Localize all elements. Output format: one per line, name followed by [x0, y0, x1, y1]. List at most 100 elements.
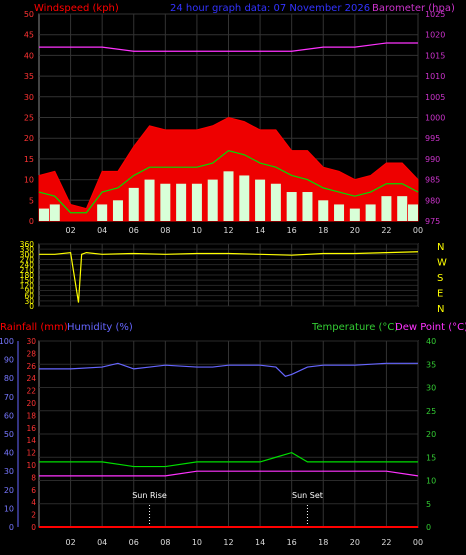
x-tick-label: 14 — [255, 226, 265, 235]
speed-bar — [381, 196, 392, 221]
x-tick-label: 00 — [413, 538, 423, 547]
temperature-series — [39, 451, 418, 468]
direction-tick-label: 120 — [20, 281, 35, 290]
temperature-tick-label: 10 — [426, 477, 436, 486]
direction-tick-label: 150 — [20, 276, 35, 285]
humidity-tick-label: 70 — [4, 393, 14, 402]
speed-bar — [39, 208, 49, 221]
x-tick-label: 22 — [381, 538, 391, 547]
rain-tick-label: 6 — [31, 486, 36, 495]
humidity-tick-label: 60 — [4, 411, 14, 420]
x-tick-label: 14 — [255, 538, 265, 547]
chart-title: 24 hour graph data: 07 November 2026 — [170, 3, 370, 14]
rain-tick-label: 20 — [26, 399, 36, 408]
speed-bar — [334, 204, 345, 221]
right-tick-label: 990 — [425, 155, 440, 164]
humidity-tick-label: 90 — [4, 356, 14, 365]
x-tick-label: 00 — [413, 226, 423, 235]
compass-label: N — [437, 304, 444, 315]
rain-tick-label: 16 — [26, 424, 36, 433]
speed-bar — [408, 204, 418, 221]
right-tick-label: 985 — [425, 176, 440, 185]
direction-tick-label: 300 — [20, 250, 35, 259]
speed-bar — [349, 208, 360, 221]
direction-tick-label: 90 — [24, 287, 34, 296]
humidity-series — [39, 362, 418, 378]
left-axis-title: Windspeed (kph) — [34, 3, 119, 14]
temperature-tick-label: 20 — [426, 430, 436, 439]
direction-tick-label: 210 — [20, 266, 35, 275]
temperature-tick-label: 30 — [426, 384, 436, 393]
rain-tick-label: 28 — [26, 349, 36, 358]
left-tick-label: 10 — [24, 176, 34, 185]
speed-bar — [207, 179, 218, 221]
right-tick-label: 1025 — [425, 10, 445, 19]
direction-tick-label: 60 — [24, 292, 34, 301]
direction-tick-label: 360 — [20, 240, 35, 249]
speed-bar — [239, 175, 250, 221]
x-tick-label: 22 — [381, 226, 391, 235]
humidity-tick-label: 50 — [4, 430, 14, 439]
left-tick-label: 50 — [24, 10, 34, 19]
rain-axis-title: Rainfall (mm) — [0, 322, 68, 333]
temperature-tick-label: 15 — [426, 453, 436, 462]
speed-bar — [144, 179, 155, 221]
right-tick-label: 1005 — [425, 93, 445, 102]
x-tick-label: 10 — [192, 226, 202, 235]
speed-bar — [49, 204, 60, 221]
left-tick-label: 45 — [24, 31, 34, 40]
humidity-tick-label: 30 — [4, 467, 14, 476]
direction-tick-label: 30 — [24, 297, 34, 306]
rain-tick-label: 4 — [31, 498, 36, 507]
speed-bar — [365, 204, 376, 221]
right-tick-label: 980 — [425, 196, 440, 205]
compass-label: W — [437, 258, 447, 269]
rain-humidity-temp-panel: 0510152025303540010203040506070809010002… — [0, 322, 466, 547]
left-tick-label: 15 — [24, 155, 34, 164]
speed-bar — [97, 204, 108, 221]
x-tick-label: 16 — [287, 538, 297, 547]
speed-bar — [302, 192, 313, 221]
x-tick-label: 04 — [97, 538, 107, 547]
direction-tick-label: 240 — [20, 261, 35, 270]
compass-label: E — [437, 289, 443, 300]
humidity-tick-label: 100 — [0, 337, 14, 346]
x-tick-label: 18 — [318, 538, 328, 547]
right-tick-label: 1020 — [425, 31, 445, 40]
temperature-axis-title: Temperature (°C) — [311, 322, 398, 333]
rain-tick-label: 10 — [26, 461, 36, 470]
x-tick-label: 16 — [287, 226, 297, 235]
left-tick-label: 0 — [29, 217, 34, 226]
x-tick-label: 06 — [129, 538, 139, 547]
right-tick-label: 995 — [425, 134, 440, 143]
right-tick-label: 1000 — [425, 114, 445, 123]
temperature-tick-label: 25 — [426, 407, 436, 416]
x-tick-label: 10 — [192, 538, 202, 547]
sun-event-label: Sun Set — [292, 491, 323, 500]
direction-tick-label: 0 — [29, 302, 34, 311]
left-tick-label: 5 — [29, 196, 34, 205]
x-tick-label: 20 — [350, 538, 360, 547]
left-tick-label: 30 — [24, 93, 34, 102]
right-tick-label: 1010 — [425, 72, 445, 81]
direction-tick-label: 270 — [20, 256, 35, 265]
x-tick-label: 20 — [350, 226, 360, 235]
right-axis-title: Barometer (hpa) — [372, 3, 455, 14]
rain-tick-label: 26 — [26, 362, 36, 371]
compass-label: S — [437, 273, 443, 284]
left-tick-label: 35 — [24, 72, 34, 81]
x-tick-label: 02 — [65, 538, 75, 547]
x-tick-label: 06 — [129, 226, 139, 235]
temperature-tick-label: 35 — [426, 360, 436, 369]
left-tick-label: 25 — [24, 114, 34, 123]
right-tick-label: 1015 — [425, 51, 445, 60]
rain-tick-label: 0 — [31, 523, 36, 532]
rain-tick-label: 14 — [26, 436, 36, 445]
speed-bar — [176, 183, 187, 221]
speed-bar — [223, 171, 234, 221]
temperature-tick-label: 5 — [426, 500, 431, 509]
rain-tick-label: 30 — [26, 337, 36, 346]
speed-bar — [191, 183, 202, 221]
